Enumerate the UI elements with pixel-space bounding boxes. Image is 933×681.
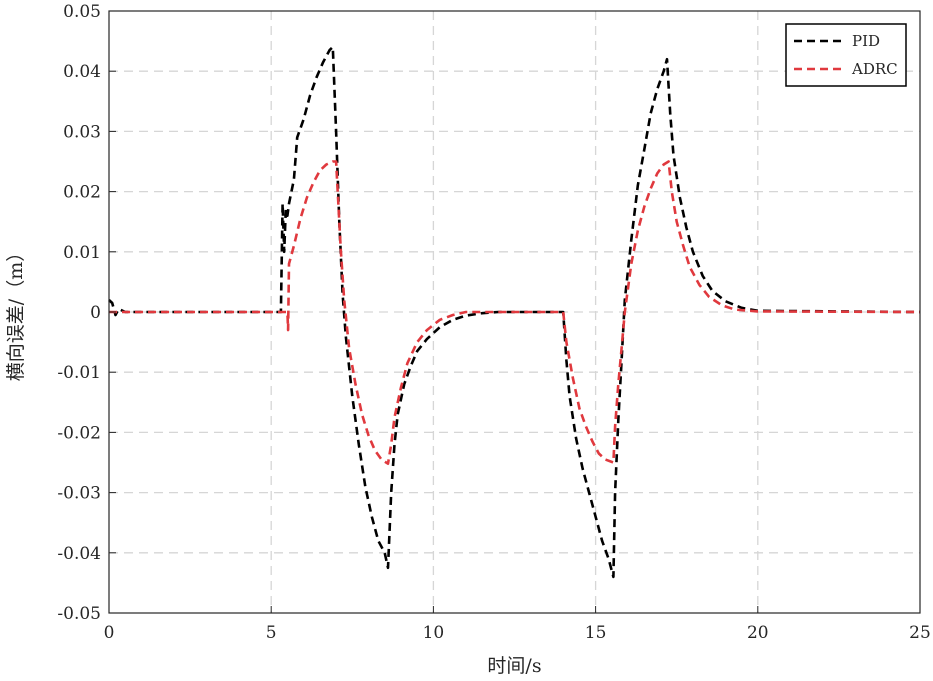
y-tick-label: 0.04 (63, 62, 101, 82)
x-tick-label: 20 (747, 623, 769, 643)
y-tick-label: -0.04 (57, 544, 101, 564)
y-tick-label: -0.03 (57, 484, 101, 504)
y-tick-label: 0.01 (63, 243, 101, 263)
y-tick-label: -0.02 (57, 423, 101, 443)
axis-ticks: 0 5 10 15 20 25 0.05 0.04 0.03 0.02 0.01 0 -0.01 -0.0… (57, 2, 930, 643)
y-tick-label: -0.01 (57, 363, 101, 383)
x-tick-label: 10 (423, 623, 445, 643)
legend-box (785, 23, 907, 87)
series-layer (108, 45, 921, 579)
legend: PID ADRC (785, 23, 907, 87)
x-tick-label: 5 (266, 623, 277, 643)
y-axis-label: 横向误差/（m） (5, 243, 27, 381)
series-line-adrc (109, 160, 921, 465)
y-tick-label: -0.05 (57, 604, 101, 624)
y-tick-label: 0 (90, 303, 101, 323)
x-tick-label: 0 (104, 623, 115, 643)
x-axis-label: 时间/s (487, 655, 541, 677)
y-tick-label: 0.05 (63, 2, 101, 22)
x-tick-label: 15 (585, 623, 607, 643)
x-tick-label: 25 (909, 623, 931, 643)
legend-label-adrc: ADRC (851, 60, 898, 78)
y-tick-label: 0.03 (63, 122, 101, 142)
y-tick-label: 0.02 (63, 183, 101, 203)
legend-label-pid: PID (852, 32, 880, 50)
